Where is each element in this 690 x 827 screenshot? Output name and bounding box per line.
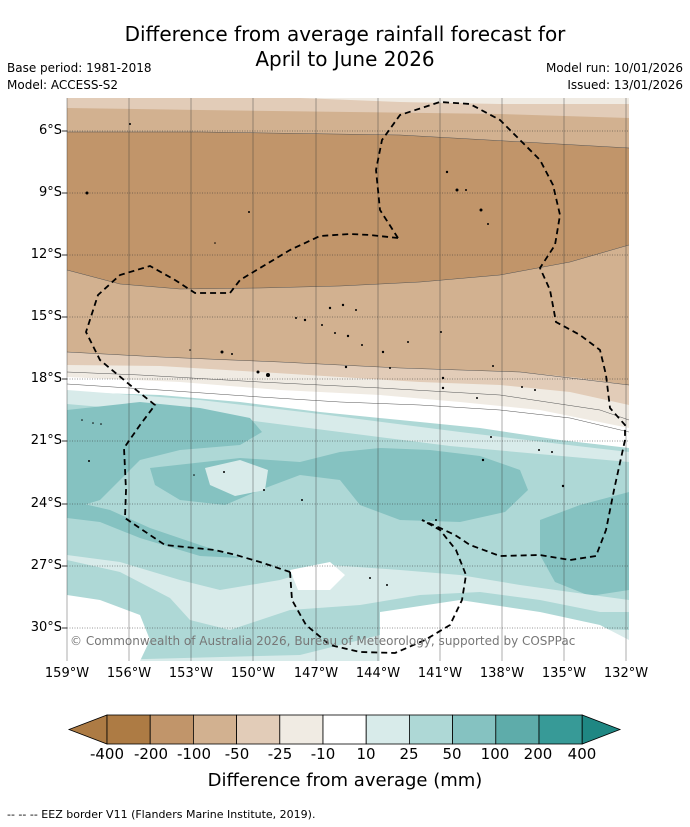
colorbar-tick: -100 [176, 745, 212, 763]
copyright-notice: © Commonwealth of Australia 2026, Bureau… [70, 634, 576, 648]
lon-label: 135°W [541, 666, 587, 681]
colorbar-tick: 100 [480, 745, 510, 763]
title-line-1: Difference from average rainfall forecas… [124, 22, 566, 46]
contour-plus-50-west [67, 402, 262, 510]
colorbar-swatch [149, 714, 194, 745]
colorbar-swatch [322, 714, 367, 745]
colorbar-tick: 10 [356, 745, 376, 763]
lat-label: 21°S [30, 433, 62, 448]
lat-label: 12°S [30, 247, 62, 262]
colorbar-swatch [106, 714, 151, 745]
colorbar-swatch [538, 714, 583, 745]
lat-label: 15°S [30, 309, 62, 324]
colorbar-tick: 200 [523, 745, 553, 763]
colorbar-swatch [365, 714, 410, 745]
contour-neutral-pocket [290, 562, 345, 590]
island-markers [81, 123, 565, 586]
meta-right: Model run: 10/01/2026 Issued: 13/01/2026 [546, 60, 683, 94]
colorbar-tick: 25 [399, 745, 419, 763]
issued-date: Issued: 13/01/2026 [567, 78, 683, 92]
colorbar-tick: 400 [567, 745, 597, 763]
contour-top-edge [300, 98, 629, 104]
eez-border [85, 101, 626, 654]
lat-label: 24°S [30, 496, 62, 511]
lon-label: 159°W [44, 666, 90, 681]
contour-plus-10-upper [67, 390, 629, 462]
lon-label: 156°W [106, 666, 152, 681]
lat-label: 30°S [30, 620, 62, 635]
colorbar-swatch [408, 714, 453, 745]
colorbar [67, 714, 622, 745]
model-run-date: Model run: 10/01/2026 [545, 61, 683, 75]
lon-label: 132°W [603, 666, 649, 681]
contour-neutral-band [67, 377, 629, 448]
lon-label: 141°W [417, 666, 463, 681]
map-gridlines [62, 98, 629, 661]
eez-footnote: -- -- -- EEZ border V11 (Flanders Marine… [7, 808, 316, 821]
colorbar-tick: -50 [224, 745, 250, 763]
lon-label: 144°W [355, 666, 401, 681]
colorbar-swatch [279, 714, 324, 745]
lon-label: 138°W [479, 666, 525, 681]
lat-label: 27°S [30, 558, 62, 573]
lon-label: 150°W [230, 666, 276, 681]
lon-label: 147°W [293, 666, 339, 681]
lat-label: 18°S [30, 371, 62, 386]
contour-neutral-southwest [67, 595, 150, 661]
colorbar-tick: 50 [442, 745, 462, 763]
lon-label: 153°W [168, 666, 214, 681]
contour-plus-10-pocket [205, 460, 268, 496]
colorbar-extension-low [67, 714, 108, 745]
colorbar-tick: -200 [133, 745, 169, 763]
lat-label: 6°S [38, 123, 62, 138]
colorbar-swatch [192, 714, 237, 745]
lat-label: 9°S [38, 185, 62, 200]
model-name: Model: ACCESS-S2 [7, 78, 119, 92]
colorbar-swatch [236, 714, 281, 745]
contour-plus-50-east [540, 492, 629, 596]
colorbar-title: Difference from average (mm) [207, 770, 483, 791]
colorbar-swatch [452, 714, 497, 745]
contour-plus-50-southwest [67, 500, 240, 558]
colorbar-swatch [495, 714, 540, 745]
contour-plus-25-lower [67, 560, 629, 661]
meta-left: Base period: 1981-2018 Model: ACCESS-S2 [7, 60, 152, 94]
colorbar-tick: -400 [89, 745, 125, 763]
contour-minus-200 [67, 132, 629, 289]
contour-neutral-southeast [380, 600, 629, 661]
contour-lines [67, 131, 629, 433]
map-title: Difference from average rainfall forecas… [0, 22, 690, 72]
contour-fill-layer [67, 98, 629, 661]
colorbar-tick: -25 [267, 745, 293, 763]
base-period: Base period: 1981-2018 [7, 61, 152, 75]
title-line-2: April to June 2026 [255, 47, 435, 71]
colorbar-tick: -10 [310, 745, 336, 763]
colorbar-extension-high [581, 714, 622, 745]
